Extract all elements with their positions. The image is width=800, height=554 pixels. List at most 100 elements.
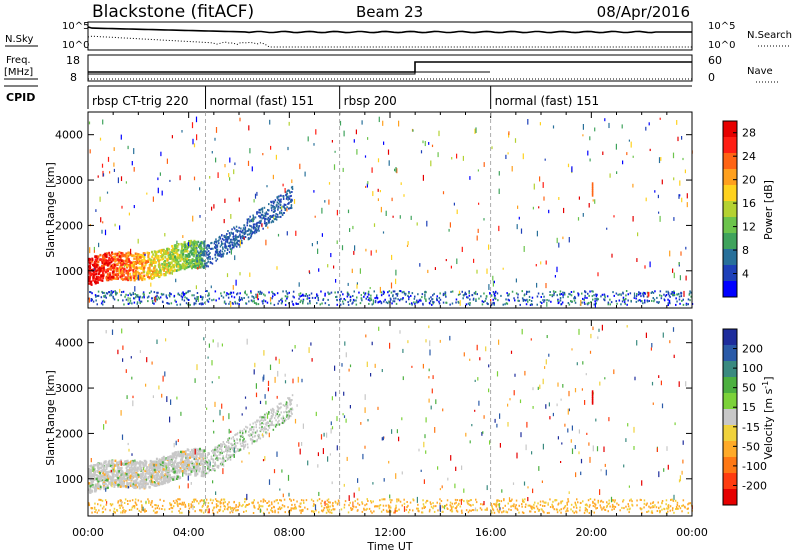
- ground-scatter-cell: [579, 509, 581, 512]
- echo-cell: [107, 470, 109, 474]
- streak-cell: [240, 227, 242, 230]
- echo-cell: [138, 266, 141, 269]
- ground-scatter-cell: [292, 290, 295, 293]
- ground-scatter-cell: [120, 504, 122, 507]
- ground-scatter-cell: [537, 292, 540, 295]
- ground-scatter-cell: [255, 293, 257, 296]
- ground-scatter-cell: [188, 511, 191, 514]
- echo-cell: [198, 462, 201, 466]
- ground-scatter-cell: [417, 300, 420, 303]
- ground-scatter-cell: [276, 499, 278, 502]
- streak-cell: [214, 247, 217, 249]
- ground-scatter-cell: [257, 303, 260, 306]
- sparse-cell: [594, 127, 596, 132]
- echo-cell: [170, 458, 173, 462]
- ground-scatter-cell: [440, 500, 443, 502]
- ground-scatter-cell: [126, 500, 129, 502]
- streak-cell: [285, 191, 287, 194]
- ground-scatter-cell: [230, 291, 232, 294]
- echo-cell: [108, 267, 110, 271]
- ground-scatter-cell: [452, 505, 454, 508]
- ground-scatter-cell: [661, 500, 664, 502]
- ground-scatter-cell: [623, 507, 625, 510]
- sparse-cell: [396, 168, 398, 174]
- ground-scatter-cell: [523, 298, 526, 301]
- ground-scatter-cell: [667, 505, 669, 508]
- echo-cell: [122, 274, 125, 277]
- ground-scatter-cell: [671, 509, 674, 512]
- echo-cell: [114, 255, 117, 259]
- ground-scatter-cell: [667, 302, 669, 305]
- echo-cell: [120, 264, 123, 267]
- echo-cell: [190, 470, 193, 473]
- ground-scatter-cell: [475, 300, 477, 302]
- ground-scatter-cell: [194, 297, 196, 300]
- ground-scatter-cell: [286, 295, 288, 298]
- ground-scatter-cell: [183, 292, 186, 295]
- echo-cell: [125, 255, 128, 258]
- streak-cell: [261, 207, 264, 210]
- power-colorbar-tick-label-0: 4: [742, 268, 749, 281]
- streak-cell: [259, 221, 261, 224]
- streak-cell: [255, 223, 258, 225]
- ground-scatter-cell: [306, 508, 309, 511]
- ground-scatter-cell: [525, 303, 528, 306]
- echo-cell: [171, 452, 174, 455]
- echo-cell: [156, 254, 159, 258]
- ground-scatter-cell: [600, 295, 602, 298]
- ground-scatter-cell: [407, 511, 410, 514]
- ground-scatter-cell: [449, 303, 451, 306]
- ground-scatter-cell: [604, 508, 606, 511]
- ground-scatter-cell: [184, 503, 186, 506]
- echo-cell: [125, 461, 128, 465]
- sparse-cell: [437, 152, 439, 158]
- echo-cell: [167, 455, 170, 459]
- echo-cell: [121, 262, 124, 265]
- ground-scatter-cell: [312, 500, 315, 503]
- echo-cell: [132, 271, 135, 274]
- ground-scatter-cell: [148, 501, 150, 504]
- ground-scatter-cell: [614, 506, 617, 508]
- ground-scatter-cell: [209, 498, 212, 501]
- ground-scatter-cell: [592, 298, 594, 301]
- ground-scatter-cell: [469, 298, 471, 301]
- echo-cell: [197, 265, 200, 268]
- ground-scatter-cell: [136, 302, 139, 305]
- streak-cell: [204, 262, 206, 265]
- ground-scatter-cell: [604, 296, 606, 299]
- ground-scatter-cell: [613, 294, 615, 297]
- ground-scatter-cell: [530, 507, 533, 509]
- ground-scatter-cell: [577, 293, 580, 296]
- ground-scatter-cell: [601, 293, 604, 296]
- ground-scatter-cell: [521, 498, 524, 501]
- ground-scatter-cell: [431, 298, 433, 301]
- echo-cell: [150, 482, 153, 486]
- echo-cell: [140, 461, 143, 464]
- ground-scatter-cell: [380, 302, 383, 305]
- streak-cell: [252, 225, 255, 228]
- ground-scatter-cell: [575, 511, 578, 514]
- echo-cell: [160, 476, 163, 479]
- ground-scatter-cell: [588, 505, 591, 508]
- ground-scatter-cell: [274, 509, 276, 512]
- ground-scatter-cell: [200, 510, 203, 513]
- ground-scatter-cell: [461, 509, 463, 512]
- ground-scatter-cell: [260, 505, 262, 508]
- streak-cell: [250, 220, 253, 223]
- ground-scatter-cell: [142, 292, 145, 295]
- ground-scatter-cell: [359, 302, 362, 305]
- echo-cell: [168, 264, 170, 268]
- ground-scatter-cell: [649, 506, 652, 509]
- echo-cell: [158, 466, 161, 470]
- echo-cell: [140, 479, 143, 483]
- ground-scatter-cell: [609, 505, 611, 508]
- sparse-cell: [203, 241, 205, 247]
- echo-cell: [107, 474, 110, 477]
- echo-cell: [196, 472, 199, 476]
- ground-scatter-cell: [268, 511, 270, 514]
- echo-cell: [162, 464, 164, 468]
- sparse-cell: [269, 119, 271, 125]
- sparse-cell: [508, 131, 510, 136]
- echo-cell: [198, 255, 201, 258]
- ground-scatter-cell: [577, 294, 580, 297]
